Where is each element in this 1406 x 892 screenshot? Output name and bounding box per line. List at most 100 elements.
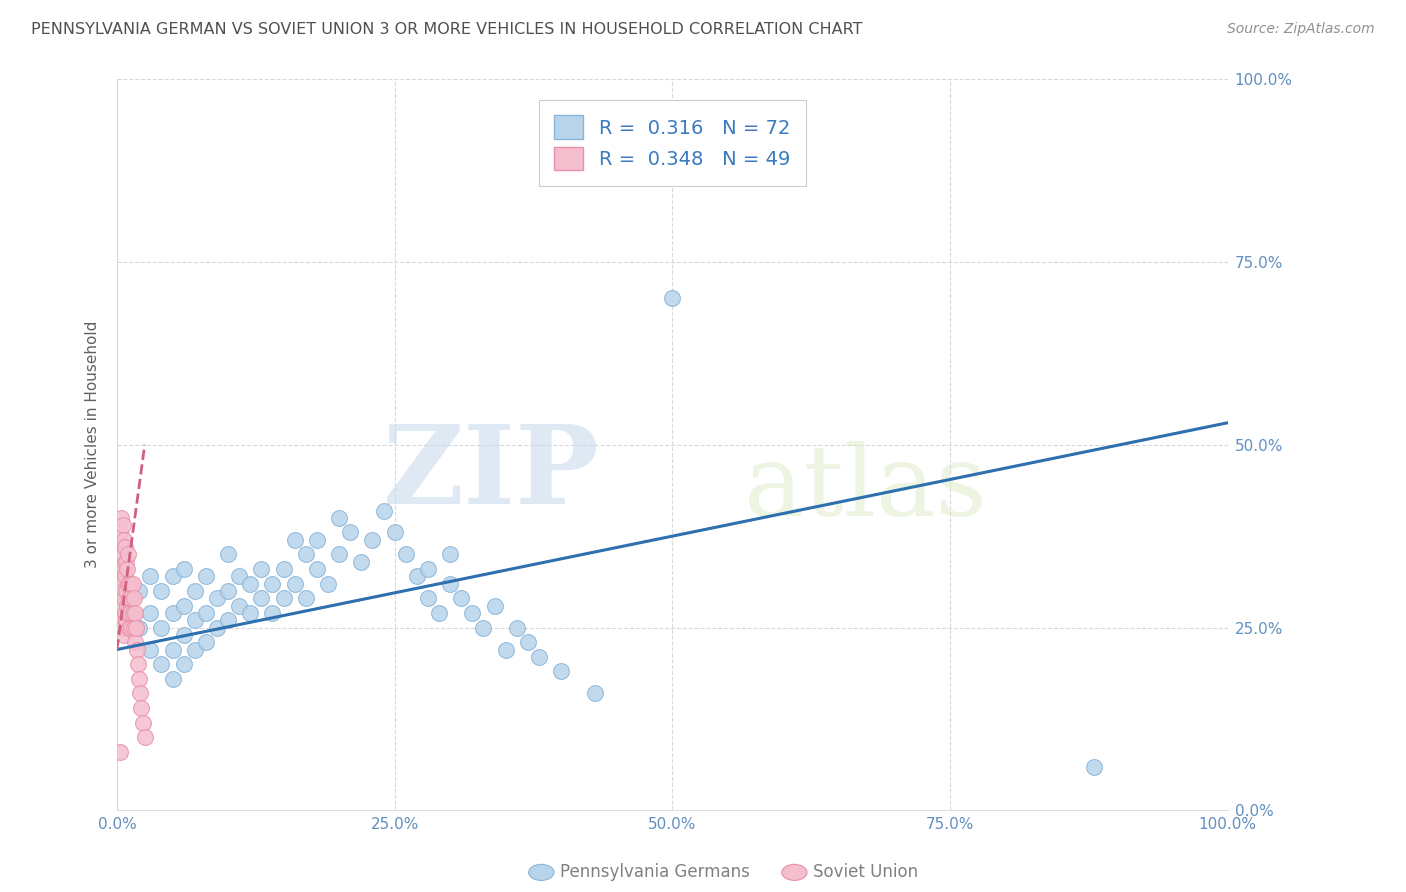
Point	[150, 584, 173, 599]
Point	[183, 584, 205, 599]
Point	[173, 562, 195, 576]
Point	[606, 160, 628, 174]
Point	[173, 657, 195, 672]
Point	[228, 569, 250, 583]
Point	[461, 606, 484, 620]
Point	[131, 701, 153, 715]
Point	[125, 621, 148, 635]
Point	[1083, 759, 1105, 773]
Point	[124, 635, 146, 649]
Text: Soviet Union: Soviet Union	[813, 863, 918, 881]
Point	[495, 642, 517, 657]
Point	[217, 613, 239, 627]
Point	[506, 621, 529, 635]
Point	[162, 672, 184, 686]
Point	[121, 576, 143, 591]
Point	[217, 548, 239, 562]
Point	[205, 591, 228, 606]
Point	[328, 511, 350, 525]
Point	[661, 292, 683, 306]
Point	[262, 606, 284, 620]
Point	[450, 591, 472, 606]
Point	[472, 621, 495, 635]
Point	[115, 613, 138, 627]
Point	[305, 533, 328, 547]
Point	[115, 555, 138, 569]
Text: atlas: atlas	[745, 441, 987, 536]
Point	[110, 576, 132, 591]
Point	[115, 584, 138, 599]
Point	[111, 621, 134, 635]
Point	[122, 621, 145, 635]
Point	[114, 569, 136, 583]
Point	[111, 518, 134, 533]
Point	[110, 599, 132, 613]
Point	[112, 533, 135, 547]
Point	[118, 621, 141, 635]
Point	[118, 591, 141, 606]
Point	[121, 606, 143, 620]
Point	[110, 511, 132, 525]
Point	[115, 562, 138, 576]
Legend: R =  0.316   N = 72, R =  0.348   N = 49: R = 0.316 N = 72, R = 0.348 N = 49	[538, 100, 806, 186]
Point	[162, 642, 184, 657]
Point	[117, 606, 139, 620]
Point	[427, 606, 450, 620]
Point	[117, 548, 139, 562]
Point	[110, 613, 132, 627]
Point	[217, 584, 239, 599]
Point	[250, 591, 273, 606]
Text: ZIP: ZIP	[384, 420, 600, 527]
Point	[139, 569, 162, 583]
Point	[120, 591, 142, 606]
Point	[361, 533, 384, 547]
Point	[110, 562, 132, 576]
Point	[373, 503, 395, 517]
Point	[395, 548, 418, 562]
Point	[527, 649, 550, 664]
Point	[120, 576, 142, 591]
Point	[117, 576, 139, 591]
Point	[112, 628, 135, 642]
Point	[173, 628, 195, 642]
Point	[284, 576, 307, 591]
Point	[484, 599, 506, 613]
Point	[250, 562, 273, 576]
Point	[122, 591, 145, 606]
Point	[162, 569, 184, 583]
Point	[112, 562, 135, 576]
Point	[194, 635, 217, 649]
Point	[110, 525, 132, 540]
Point	[405, 569, 427, 583]
Point	[131, 715, 153, 730]
Point	[114, 606, 136, 620]
Point	[115, 599, 138, 613]
Point	[284, 533, 307, 547]
Point	[124, 606, 146, 620]
Point	[239, 606, 262, 620]
Point	[262, 576, 284, 591]
Point	[316, 576, 339, 591]
Point	[239, 576, 262, 591]
Point	[583, 686, 606, 700]
Point	[120, 606, 142, 620]
Point	[273, 562, 295, 576]
Point	[117, 606, 139, 620]
Point	[127, 657, 149, 672]
Text: PENNSYLVANIA GERMAN VS SOVIET UNION 3 OR MORE VEHICLES IN HOUSEHOLD CORRELATION : PENNSYLVANIA GERMAN VS SOVIET UNION 3 OR…	[31, 22, 862, 37]
Point	[114, 540, 136, 554]
Point	[134, 731, 156, 745]
Point	[439, 576, 461, 591]
Point	[305, 562, 328, 576]
Point	[110, 540, 132, 554]
Point	[108, 584, 131, 599]
Text: Source: ZipAtlas.com: Source: ZipAtlas.com	[1227, 22, 1375, 37]
Point	[111, 548, 134, 562]
Point	[139, 606, 162, 620]
Point	[273, 591, 295, 606]
Point	[139, 642, 162, 657]
Point	[173, 599, 195, 613]
Point	[162, 606, 184, 620]
Point	[550, 665, 572, 679]
Point	[384, 525, 406, 540]
